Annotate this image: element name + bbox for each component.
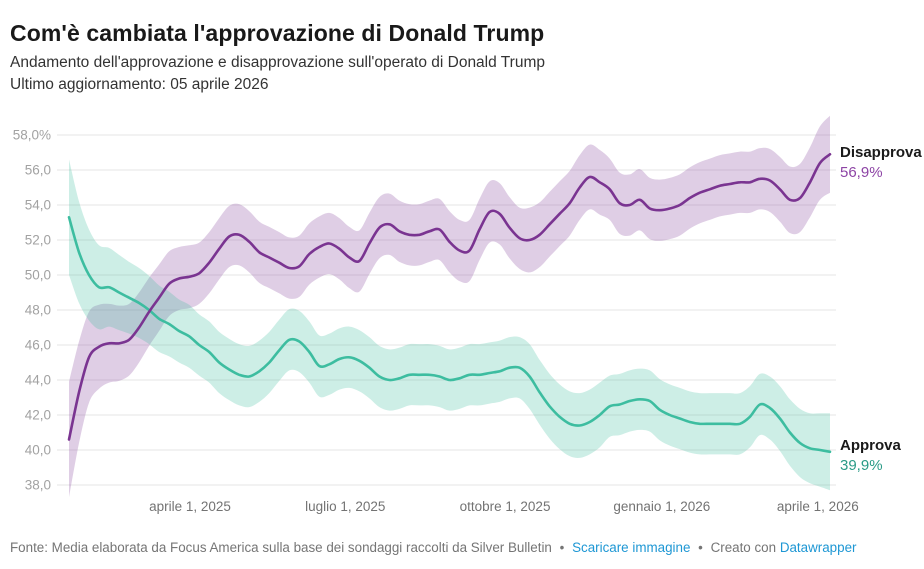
svg-text:ottobre 1, 2025: ottobre 1, 2025 [460,499,551,514]
svg-text:aprile 1, 2026: aprile 1, 2026 [777,499,859,514]
source-text: Fonte: Media elaborata da Focus America … [10,540,552,555]
footer-bullet-1: • [559,540,565,555]
series-label-approva: Approva 39,9% [840,436,901,475]
page-title: Com'è cambiata l'approvazione di Donald … [10,20,545,47]
svg-text:42,0: 42,0 [25,408,51,423]
band-disapprova [69,115,830,498]
svg-text:52,0: 52,0 [25,233,51,248]
series-label-disapprova: Disapprova 56,9% [840,143,922,182]
subtitle-line-2: Ultimo aggiornamento: 05 aprile 2026 [10,75,269,93]
svg-text:aprile 1, 2025: aprile 1, 2025 [149,499,231,514]
y-tick-labels: 58,0% 56,0 54,0 52,0 50,0 48,0 46,0 44,0 42,0 40,… [13,128,51,493]
svg-text:38,0: 38,0 [25,478,51,493]
x-tick-labels: aprile 1, 2025 luglio 1, 2025 ottobre 1, 2… [149,499,859,514]
datawrapper-link[interactable]: Datawrapper [779,540,857,555]
band-approva [69,159,830,491]
svg-text:54,0: 54,0 [25,198,51,213]
chart-subtitle: Andamento dell'approvazione e disapprova… [10,52,545,95]
svg-text:50,0: 50,0 [25,268,51,283]
footer-bullet-2: • [698,540,703,555]
chart-footer: Fonte: Media elaborata da Focus America … [10,540,856,555]
line-disapprova [67,153,832,441]
svg-text:gennaio 1, 2026: gennaio 1, 2026 [613,499,710,514]
series-value-disapprova: 56,9% [840,164,883,181]
svg-text:48,0: 48,0 [25,303,51,318]
series-name-disapprova: Disapprova [840,144,922,161]
download-image-link[interactable]: Scaricare immagine [572,540,691,555]
subtitle-line-1: Andamento dell'approvazione e disapprova… [10,54,545,71]
svg-text:46,0: 46,0 [25,338,51,353]
series-value-approva: 39,9% [840,457,883,474]
svg-text:56,0: 56,0 [25,163,51,178]
line-approva [67,216,832,454]
series-name-approva: Approva [840,437,901,454]
svg-text:40,0: 40,0 [25,443,51,458]
created-with-text: Creato con [710,540,777,555]
svg-text:58,0%: 58,0% [13,128,51,143]
svg-text:luglio 1, 2025: luglio 1, 2025 [305,499,385,514]
svg-text:44,0: 44,0 [25,373,51,388]
